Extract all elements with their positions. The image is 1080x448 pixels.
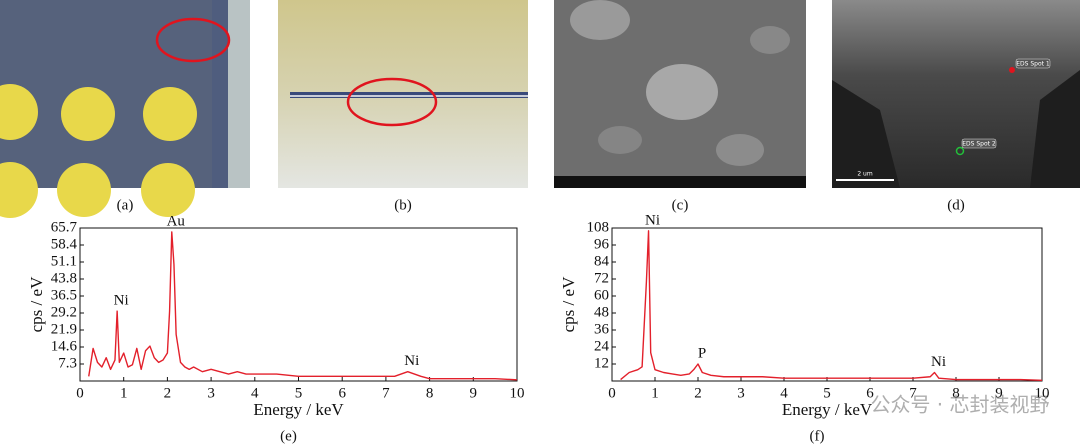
y-tick-label: 43.8 [51, 270, 77, 286]
x-tick-label: 7 [382, 385, 390, 401]
plot-frame [611, 227, 1043, 382]
y-tick-label: 14.6 [51, 338, 78, 354]
x-tick-label: 8 [952, 385, 960, 401]
plot-frame [79, 227, 518, 382]
x-tick-label: 6 [338, 385, 346, 401]
peak-label: P [698, 345, 706, 361]
panel-caption: (a) [117, 197, 134, 213]
x-tick-label: 2 [694, 385, 702, 401]
y-tick-label: 51.1 [51, 253, 77, 269]
x-tick-label: 1 [651, 385, 659, 401]
image-c [554, 0, 806, 188]
y-tick-label: 36 [594, 321, 610, 337]
x-tick-label: 8 [426, 385, 434, 401]
spectrum-line [88, 231, 518, 381]
x-tick-label: 4 [780, 385, 788, 401]
y-tick-label: 24 [594, 338, 610, 354]
peak-label: Ni [645, 212, 660, 228]
x-tick-label: 5 [823, 385, 831, 401]
peak-label: Ni [931, 354, 946, 370]
peak-label: Ni [114, 293, 129, 309]
panel-caption: (b) [394, 197, 412, 213]
x-tick-label: 9 [470, 385, 478, 401]
x-tick-label: 0 [608, 385, 616, 401]
peak-label: Au [167, 213, 186, 229]
image-label: EDS Spot 1 [1016, 61, 1050, 68]
spectrum-line [620, 230, 1043, 381]
image-a [0, 0, 250, 218]
y-tick-label: 48 [594, 304, 609, 320]
scale-bar-label: 2 um [857, 171, 873, 178]
y-tick-label: 12 [594, 355, 609, 371]
x-tick-label: 6 [866, 385, 874, 401]
panel-caption: (d) [947, 197, 965, 213]
x-axis-label: Energy / keV [253, 400, 344, 419]
x-tick-label: 3 [207, 385, 215, 401]
x-axis-label: Energy / keV [782, 400, 873, 419]
x-tick-label: 5 [295, 385, 303, 401]
x-tick-label: 0 [76, 385, 84, 401]
panel-caption: (c) [672, 197, 689, 213]
image-b [278, 0, 528, 188]
image-label: EDS Spot 2 [962, 141, 996, 148]
x-tick-label: 9 [995, 385, 1003, 401]
y-tick-label: 65.7 [51, 219, 78, 235]
y-tick-label: 58.4 [51, 236, 78, 252]
chart-caption: (f) [810, 428, 825, 444]
peak-label: Ni [404, 353, 419, 369]
x-tick-label: 2 [164, 385, 172, 401]
y-tick-label: 108 [587, 219, 610, 235]
image-d: EDS Spot 1 EDS Spot 2 2 um [832, 0, 1080, 188]
x-tick-label: 10 [510, 385, 525, 401]
x-tick-label: 4 [251, 385, 259, 401]
y-axis-label: cps / eV [559, 276, 578, 332]
chart-caption: (e) [280, 428, 297, 444]
x-tick-label: 3 [737, 385, 745, 401]
x-tick-label: 10 [1035, 385, 1050, 401]
x-tick-label: 1 [120, 385, 128, 401]
watermark: 公众号 · 芯封装视野 [870, 393, 1049, 417]
y-tick-label: 36.5 [51, 287, 77, 303]
y-tick-label: 84 [594, 253, 610, 269]
y-tick-label: 7.3 [58, 355, 77, 371]
x-tick-label: 7 [909, 385, 917, 401]
y-tick-label: 29.2 [51, 304, 77, 320]
y-tick-label: 96 [594, 236, 610, 252]
y-tick-label: 21.9 [51, 321, 77, 337]
y-tick-label: 72 [594, 270, 609, 286]
y-axis-label: cps / eV [27, 276, 46, 332]
y-tick-label: 60 [594, 287, 609, 303]
